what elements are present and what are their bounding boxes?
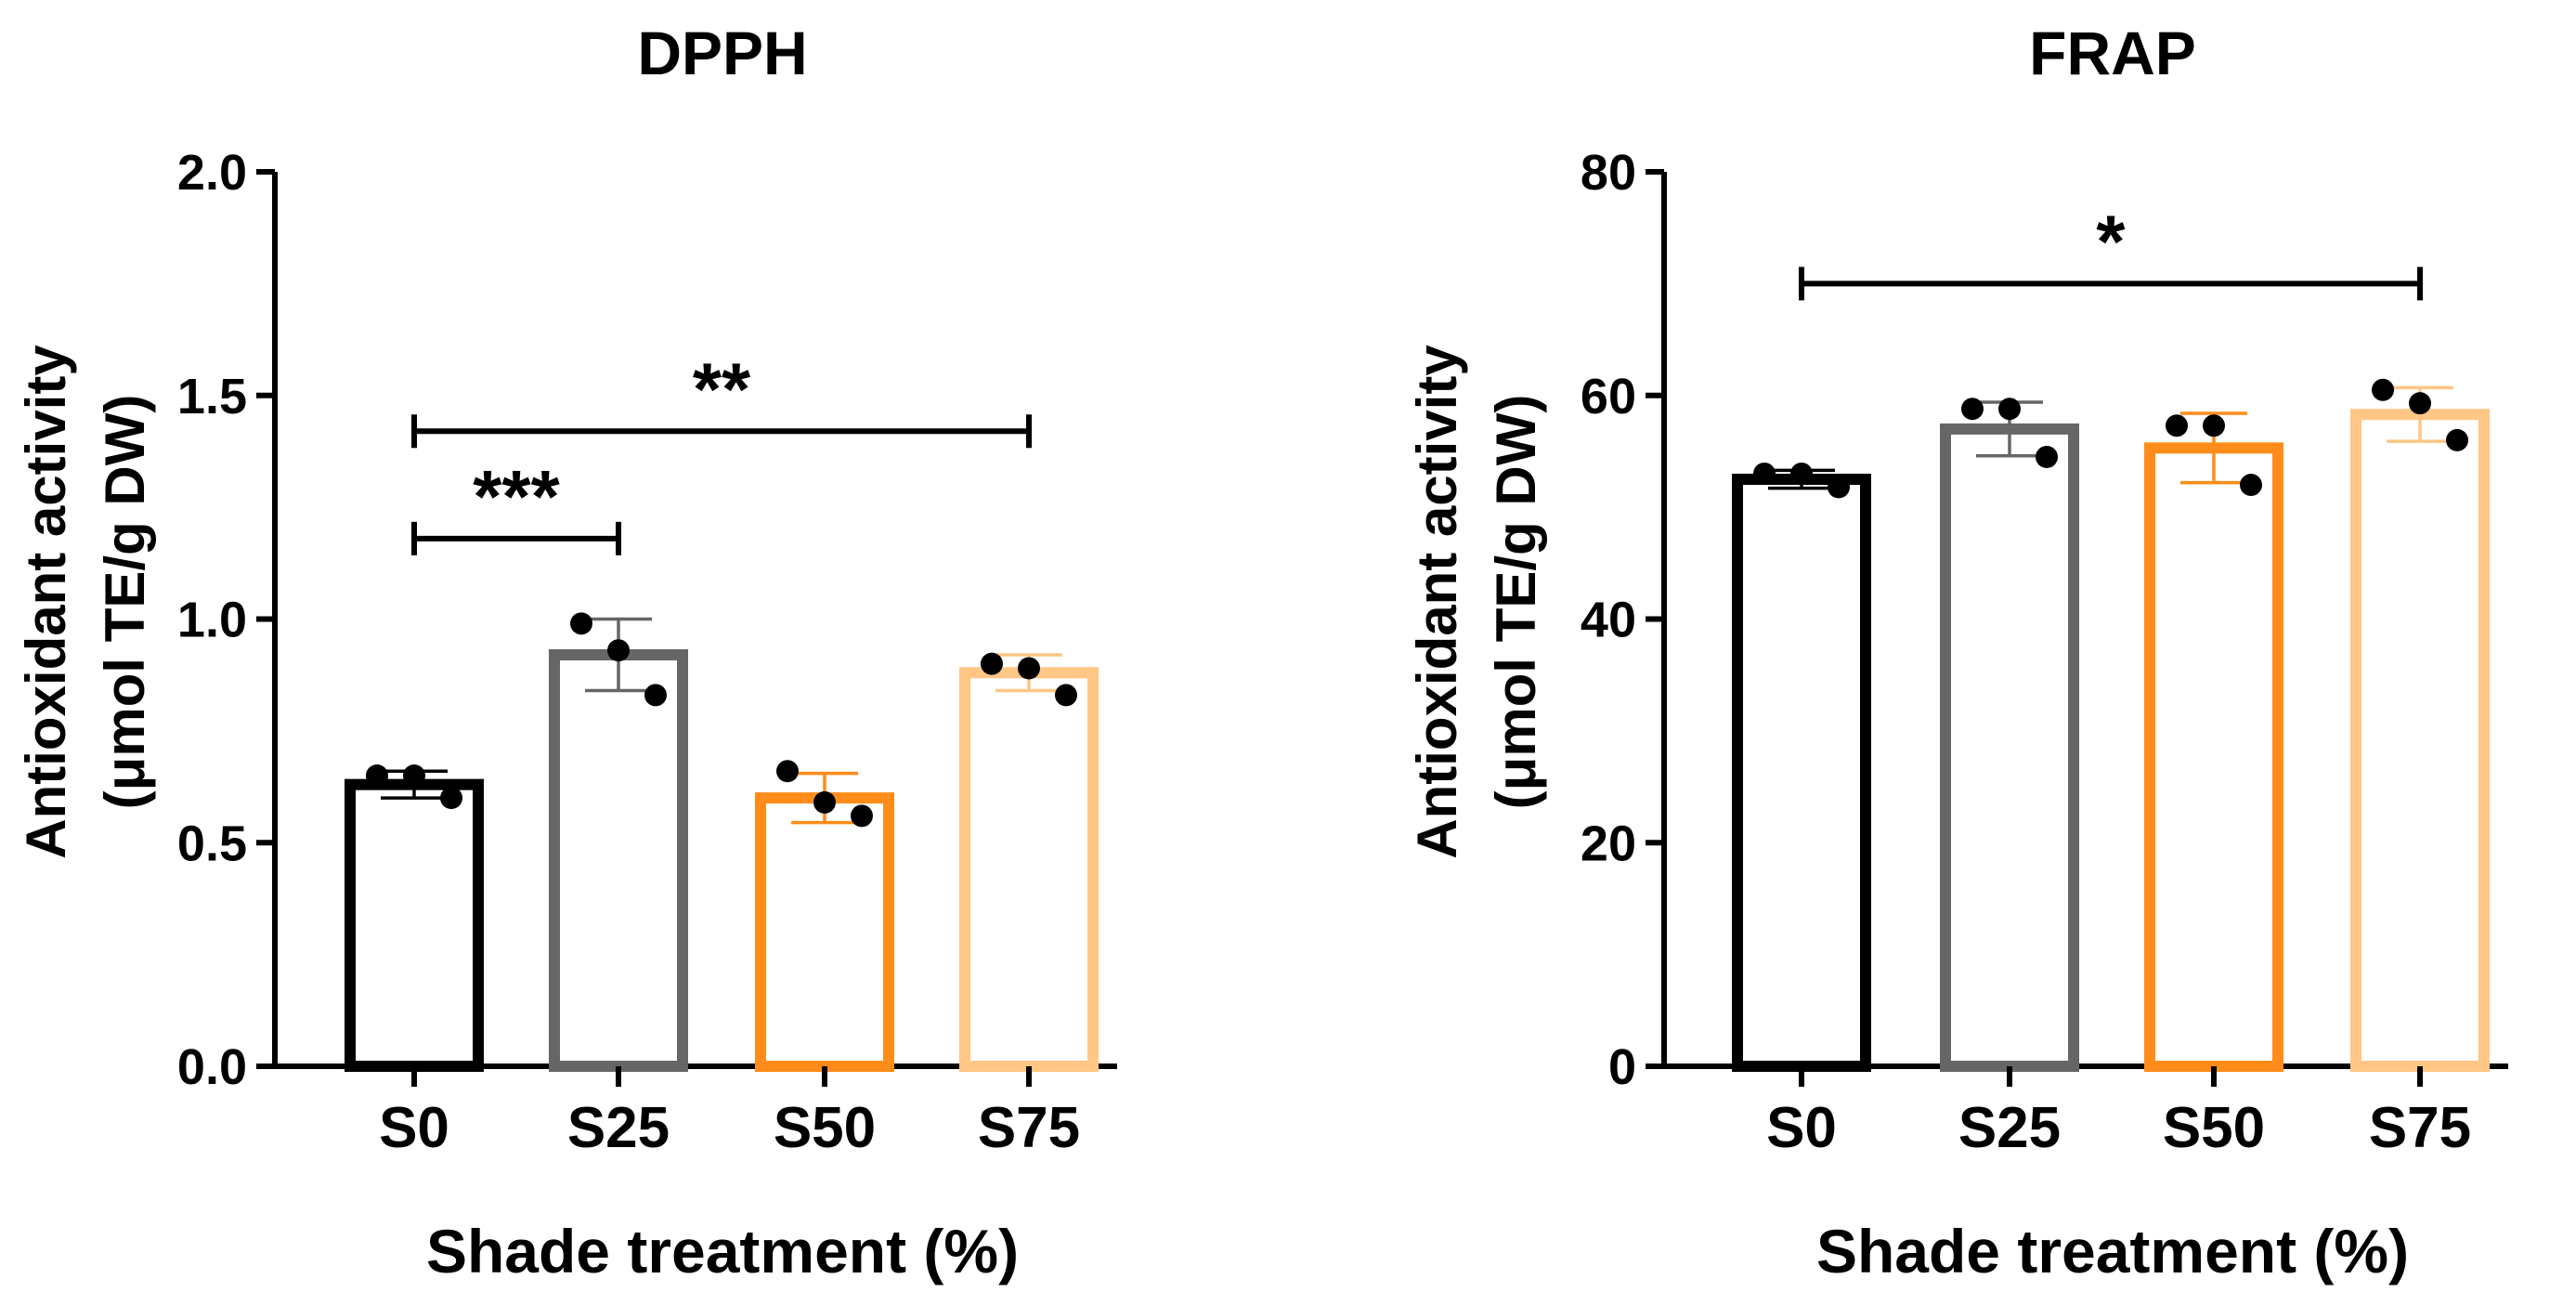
data-point [607, 639, 630, 662]
y-tick-label: 0.5 [177, 816, 247, 871]
data-point [1790, 463, 1813, 486]
frap-plot-area: 0 20 40 60 80 S0 S25 S50 S75 * [1581, 145, 2508, 1160]
bar [1940, 423, 2079, 1072]
data-point [644, 684, 667, 707]
bar [2144, 442, 2283, 1073]
significance-label: *** [473, 455, 560, 538]
data-point [981, 652, 1003, 675]
bar [1732, 474, 1871, 1072]
bar [2350, 409, 2490, 1072]
y-tick-label: 40 [1581, 593, 1636, 648]
data-point [366, 764, 388, 788]
x-tick-label: S50 [774, 1096, 876, 1160]
data-point [2409, 392, 2431, 415]
y-tick-label: 80 [1581, 145, 1636, 201]
dpph-plot-area: 0.00.51.01.52.0S0 S25 S50 S75***** [177, 145, 1117, 1160]
y-tick-label: 0 [1608, 1039, 1636, 1095]
data-point [851, 804, 873, 828]
data-point [1753, 463, 1776, 486]
data-point [1998, 398, 2021, 421]
y-axis-label-line1: Antioxidant activity [15, 345, 77, 859]
x-tick-label: S50 [2163, 1096, 2265, 1160]
data-point [2166, 414, 2188, 437]
y-tick-label: 1.5 [177, 369, 247, 424]
data-point [1961, 398, 1984, 421]
data-point [1055, 684, 1077, 707]
chart-title: DPPH [637, 19, 807, 87]
y-axis-label-line2: (μmol TE/g DW) [94, 395, 156, 810]
data-point [2036, 445, 2058, 468]
data-point [1828, 476, 1850, 499]
dpph-panel: DPPH Antioxidant activity (μmol TE/g DW)… [15, 19, 1117, 1285]
x-tick-label: S25 [567, 1096, 670, 1160]
data-point [1018, 657, 1040, 680]
y-tick-label: 60 [1581, 369, 1636, 424]
significance-label: ** [693, 347, 751, 430]
significance-label: * [2096, 200, 2126, 282]
y-axis-label-line2: (μmol TE/g DW) [1485, 395, 1547, 810]
data-point [2203, 414, 2225, 437]
x-tick-label: S75 [2369, 1096, 2471, 1160]
x-tick-label: S0 [1766, 1096, 1837, 1160]
x-tick-label: S75 [978, 1096, 1080, 1160]
x-axis-label: Shade treatment (%) [426, 1217, 1019, 1285]
y-tick-label: 20 [1581, 816, 1636, 871]
y-axis-label-line1: Antioxidant activity [1406, 345, 1468, 859]
bar [345, 778, 484, 1073]
data-point [813, 790, 836, 814]
data-point [776, 760, 799, 783]
y-tick-label: 1.0 [177, 593, 247, 648]
chart-title: FRAP [2029, 19, 2196, 87]
bar [549, 649, 688, 1073]
data-point [2372, 378, 2394, 401]
frap-panel: FRAP Antioxidant activity (μmol TE/g DW)… [1406, 19, 2508, 1285]
data-point [403, 764, 425, 788]
data-point [2446, 428, 2468, 451]
x-tick-label: S25 [1958, 1096, 2061, 1160]
data-point [2240, 474, 2262, 497]
bar [755, 792, 894, 1072]
y-tick-label: 0.0 [177, 1039, 247, 1095]
y-tick-label: 2.0 [177, 145, 247, 201]
x-axis-label: Shade treatment (%) [1816, 1217, 2409, 1285]
x-tick-label: S0 [379, 1096, 449, 1160]
data-point [440, 787, 462, 810]
data-point [570, 612, 592, 635]
bar [959, 667, 1099, 1073]
